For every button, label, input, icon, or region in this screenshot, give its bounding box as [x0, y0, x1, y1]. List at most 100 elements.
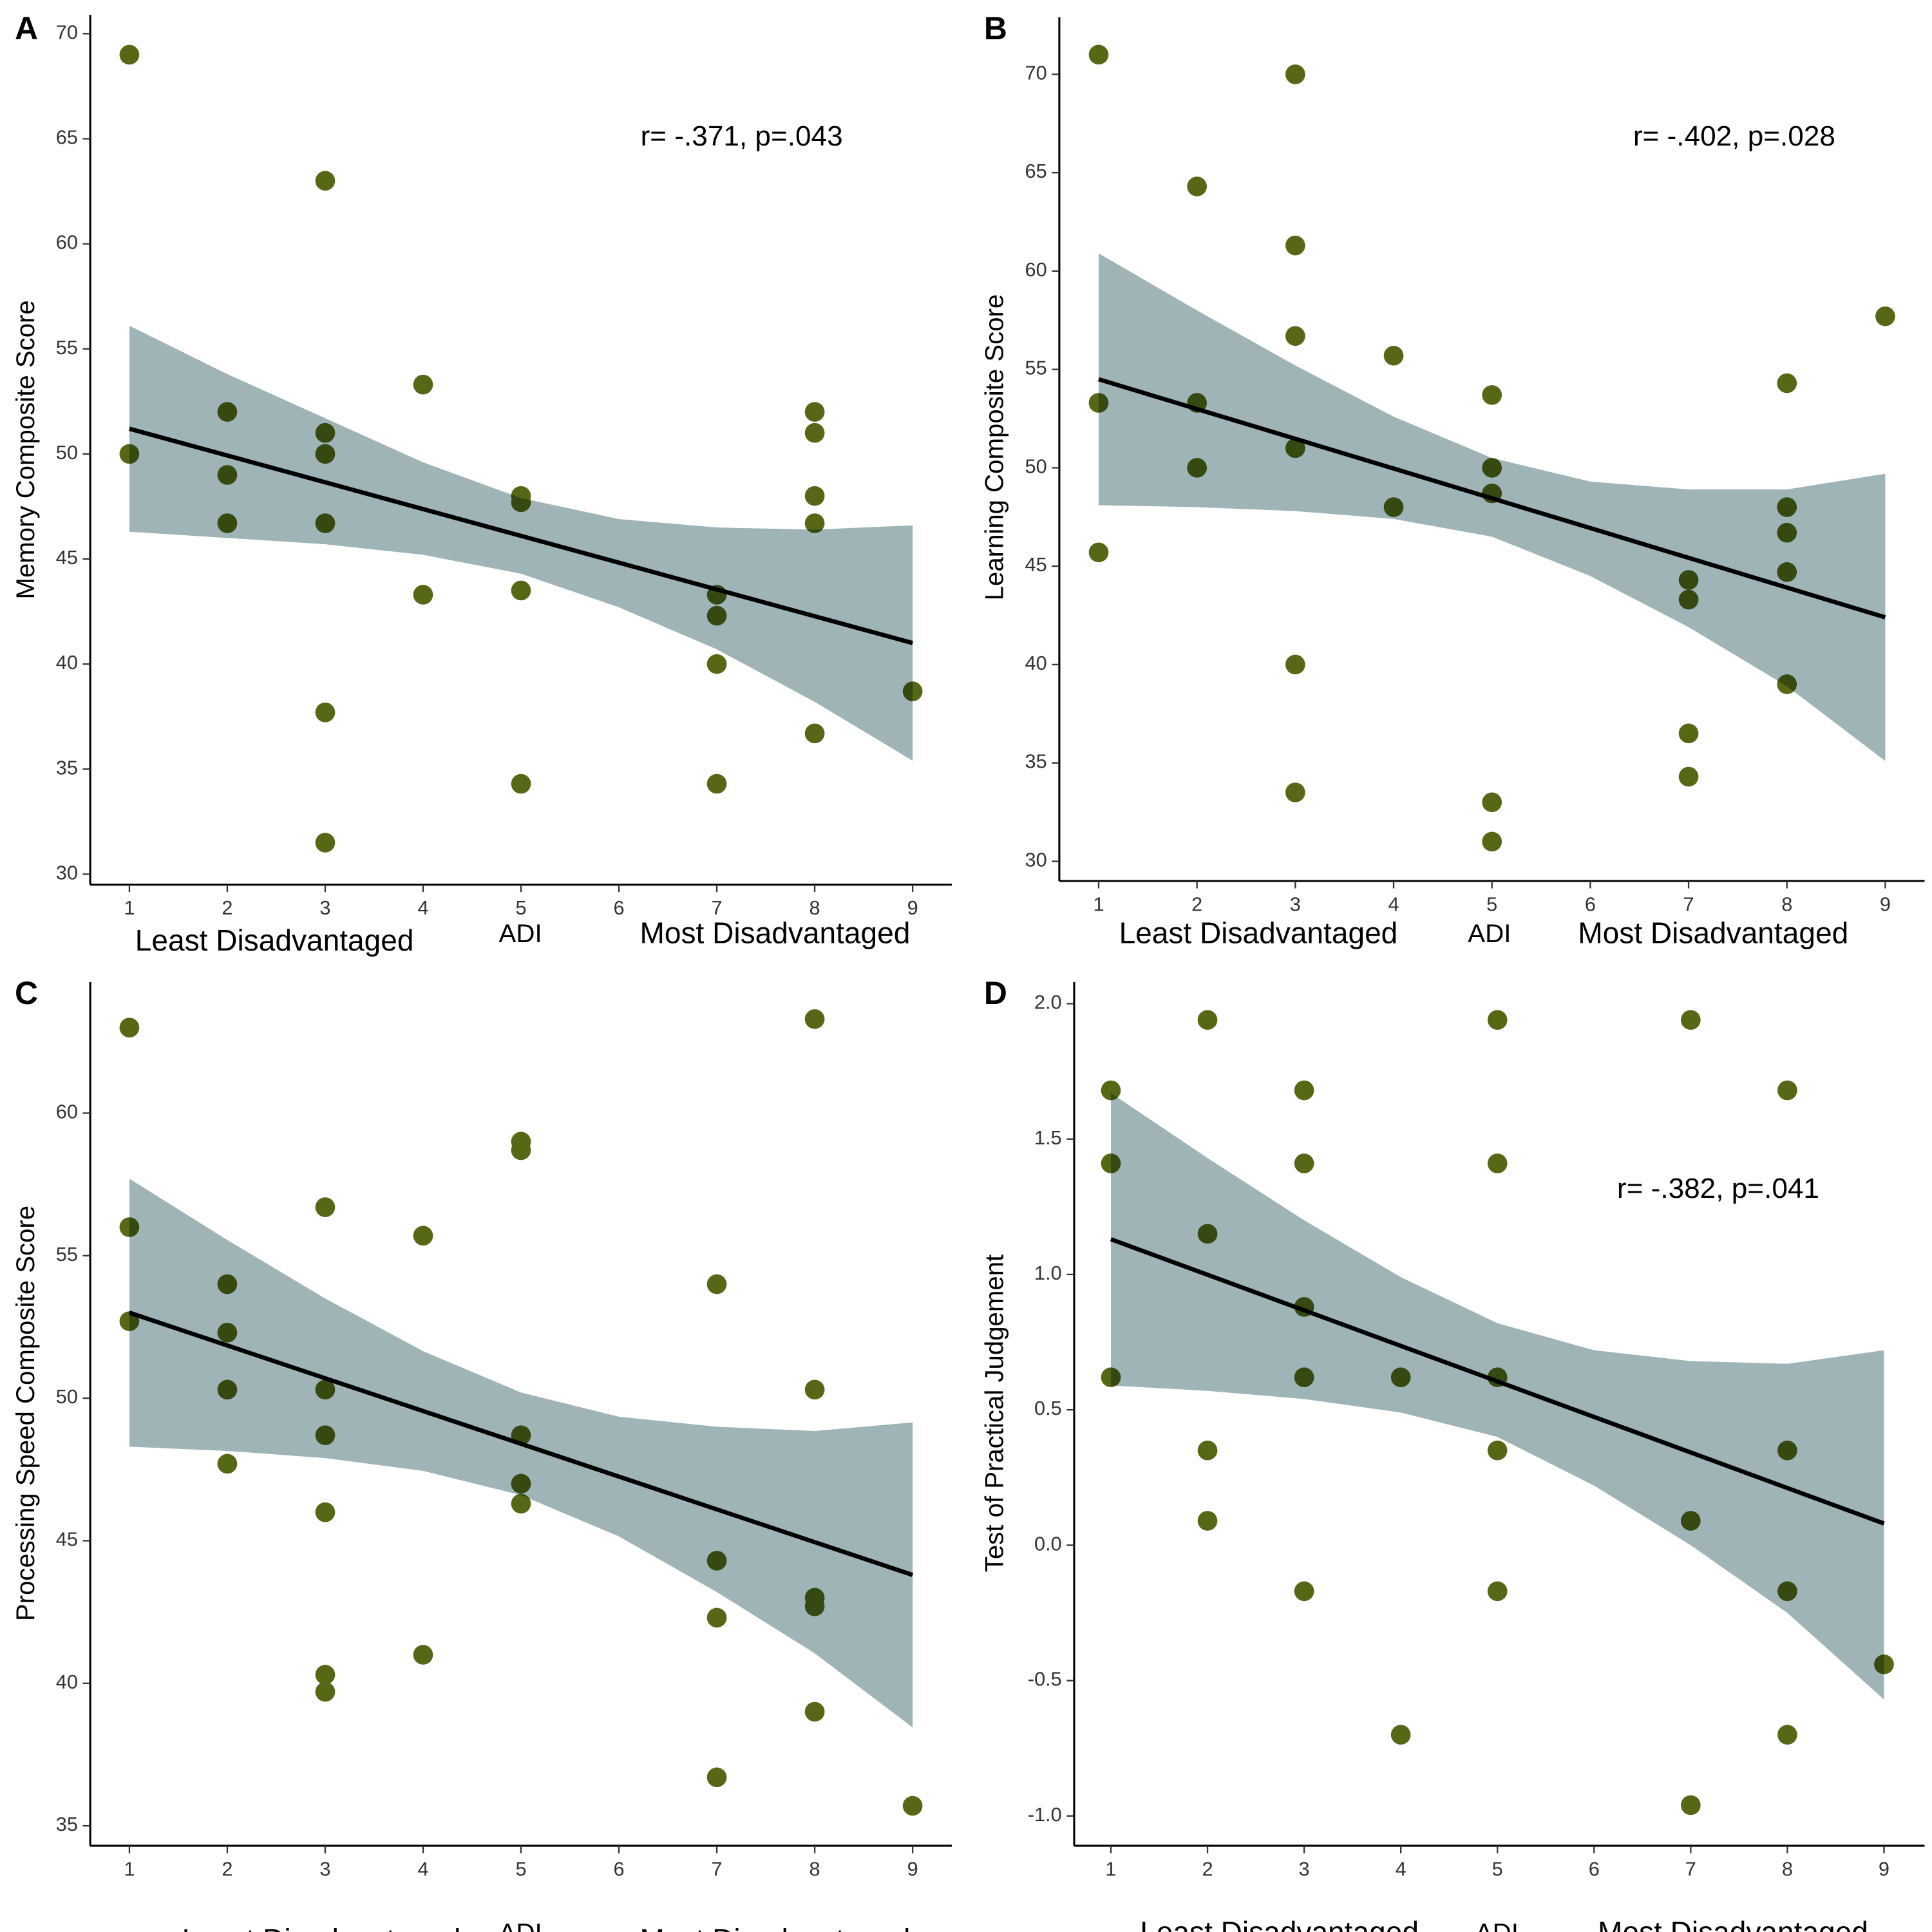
data-point — [1777, 1725, 1797, 1745]
data-point — [511, 580, 531, 601]
data-point — [1680, 1010, 1701, 1030]
y-tick-label: 40 — [56, 652, 78, 674]
data-point — [1187, 176, 1208, 196]
confidence-band — [129, 1179, 913, 1728]
data-point — [706, 1607, 727, 1628]
y-tick-label: 35 — [56, 757, 78, 779]
y-tick-label: 50 — [56, 442, 78, 464]
x-axis-label: ADI — [498, 1918, 542, 1932]
data-point — [804, 402, 825, 422]
y-tick-label: -0.5 — [1028, 1669, 1062, 1690]
y-tick-label: 65 — [1025, 160, 1047, 182]
y-tick-label: 35 — [56, 1814, 78, 1835]
x-tick-label: 2 — [222, 1858, 232, 1880]
y-tick-label: 45 — [1025, 554, 1047, 576]
data-point — [315, 833, 336, 853]
x-tick-label: 4 — [1388, 893, 1399, 915]
data-point — [1088, 542, 1109, 563]
data-point — [804, 723, 825, 744]
fit-line — [129, 426, 914, 645]
data-point — [1487, 1153, 1508, 1173]
x-axis-label: ADI — [498, 919, 542, 948]
x-tick-label: 2 — [222, 897, 232, 919]
data-point — [804, 1009, 825, 1029]
panel-label: D — [984, 975, 1007, 1011]
data-point — [804, 486, 825, 506]
x-tick-label: 3 — [319, 897, 330, 919]
x-axis-label: Most Disadvantaged — [640, 916, 911, 949]
x-tick-label: 5 — [1492, 1858, 1503, 1880]
y-tick-label: 55 — [56, 337, 78, 359]
y-tick-label: 0.5 — [1034, 1397, 1062, 1419]
x-tick-label: 8 — [1782, 1858, 1793, 1880]
data-point — [804, 1701, 825, 1722]
data-point — [315, 1665, 336, 1685]
data-point — [804, 1379, 825, 1400]
data-point — [315, 702, 336, 723]
data-point — [1101, 1080, 1121, 1101]
panel: -1.0 -0.5 0.0 0.5 1.0 1.5 2.0 1 2 3 4 5 6 7 8 9 D Test of… — [980, 975, 1925, 1932]
data-point — [511, 1140, 531, 1160]
data-point — [1197, 1010, 1218, 1030]
y-axis-label: Processing Speed Composite Score — [11, 1206, 40, 1621]
y-tick-label: 55 — [56, 1244, 78, 1265]
data-point — [315, 171, 336, 191]
y-tick-label: 30 — [56, 862, 78, 884]
y-tick-label: 55 — [1025, 357, 1047, 379]
y-axis-label: Test of Practical Judgement — [980, 1255, 1009, 1572]
data-point — [804, 513, 825, 533]
y-tick-label: -1.0 — [1028, 1804, 1062, 1826]
data-point — [315, 1502, 336, 1522]
x-axis-label: Most Disadvantaged — [1578, 916, 1848, 949]
x-tick-label: 1 — [1105, 1858, 1116, 1880]
x-tick-label: 7 — [712, 897, 723, 919]
data-point — [1383, 345, 1404, 366]
data-point — [119, 44, 140, 65]
annotation: r= -.371, p=.043 — [641, 120, 843, 152]
panel-label: A — [15, 10, 38, 46]
data-point — [413, 585, 433, 605]
data-point — [1777, 1080, 1797, 1101]
y-axis-label: Memory Composite Score — [11, 300, 40, 599]
data-point — [804, 422, 825, 443]
annotation: r= -.402, p=.028 — [1633, 120, 1835, 152]
data-point — [1487, 1581, 1508, 1602]
data-point — [511, 1493, 531, 1514]
y-tick-label: 70 — [1025, 62, 1047, 84]
y-tick-label: 60 — [56, 1101, 78, 1123]
panel-label: B — [984, 10, 1007, 46]
x-tick-label: 8 — [810, 897, 820, 919]
y-tick-label: 40 — [1025, 652, 1047, 674]
y-tick-label: 0.0 — [1034, 1533, 1062, 1555]
data-point — [1294, 1153, 1314, 1173]
x-axis-label: Least Disadvantaged — [1140, 1915, 1419, 1932]
data-point — [1482, 385, 1502, 405]
confidence-band — [1110, 1093, 1884, 1700]
data-point — [1285, 782, 1305, 802]
y-tick-label: 60 — [1025, 259, 1047, 281]
x-tick-label: 9 — [1879, 1858, 1889, 1880]
data-point — [706, 1274, 727, 1294]
data-point — [413, 1226, 433, 1246]
fit-line — [128, 1311, 914, 1577]
x-tick-label: 8 — [810, 1858, 820, 1880]
fit-line — [1110, 1237, 1885, 1526]
data-point — [119, 1018, 140, 1038]
x-axis-label: Least Disadvantaged — [1119, 916, 1398, 949]
x-tick-label: 3 — [1290, 893, 1301, 915]
data-point — [1197, 1440, 1218, 1461]
data-point — [1777, 373, 1797, 393]
x-tick-label: 5 — [515, 897, 526, 919]
data-point — [1678, 766, 1699, 787]
data-point — [1294, 1581, 1314, 1602]
y-axis-label: Learning Composite Score — [980, 294, 1009, 601]
x-tick-label: 2 — [1202, 1858, 1213, 1880]
y-tick-label: 40 — [56, 1671, 78, 1693]
confidence-band — [129, 325, 913, 761]
confidence-band — [1098, 253, 1886, 761]
x-tick-label: 4 — [417, 897, 428, 919]
annotation: r= -.382, p=.041 — [1617, 1173, 1819, 1204]
data-point — [1678, 723, 1699, 744]
